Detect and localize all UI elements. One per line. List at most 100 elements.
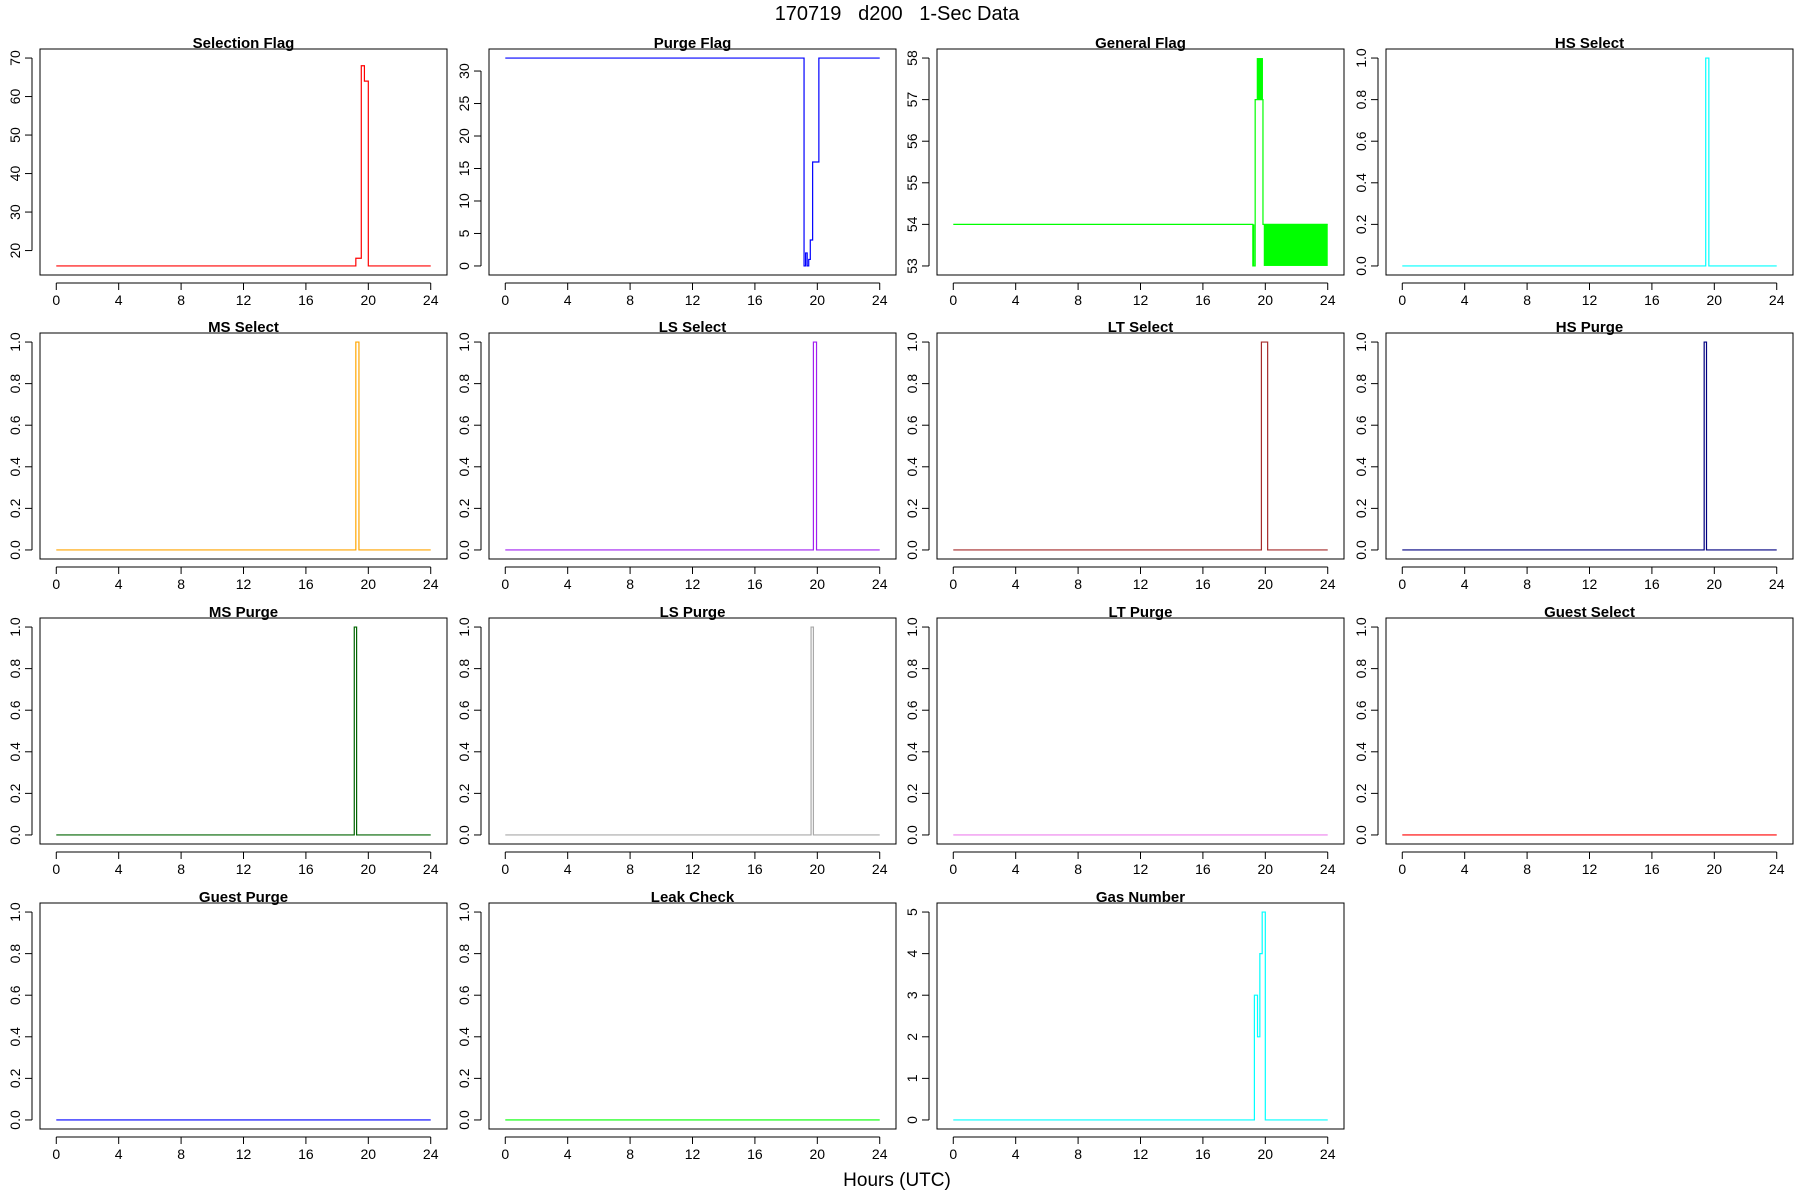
x-tick-label: 12 [1582, 292, 1598, 308]
y-tick-label: 0.8 [1353, 374, 1369, 394]
x-tick-label: 16 [298, 1146, 314, 1162]
x-tick-label: 24 [423, 576, 439, 592]
x-tick-label: 16 [747, 1146, 763, 1162]
y-tick-label: 53 [904, 258, 920, 274]
x-tick-label: 12 [1133, 576, 1149, 592]
panel-9: LS Purge 0 4 8 12 16 20 24 0.0 0.2 0.4 0.6 0.8 1.0 [456, 604, 897, 877]
x-tick-label: 24 [1320, 292, 1336, 308]
y-tick-label: 57 [904, 92, 920, 108]
y-tick-label: 0.2 [904, 498, 920, 518]
y-tick-label: 1.0 [456, 617, 472, 637]
plot-frame [1385, 48, 1794, 276]
y-tick-label: 5 [904, 908, 920, 916]
x-tick-label: 20 [1258, 292, 1274, 308]
y-tick-label: 1.0 [7, 332, 23, 352]
x-tick-label: 8 [626, 576, 634, 592]
panel-4: MS Select 0 4 8 12 16 20 24 0.0 0.2 0.4 0.6 0.8 1.0 [7, 319, 448, 592]
filled-band [1263, 224, 1328, 266]
x-tick-label: 20 [810, 292, 826, 308]
panel-10: LT Purge 0 4 8 12 16 20 24 0.0 0.2 0.4 0.6 0.8 1.0 [904, 604, 1345, 877]
x-tick-label: 4 [1461, 292, 1469, 308]
y-tick-label: 0 [904, 1116, 920, 1124]
y-tick-label: 0.8 [456, 374, 472, 394]
series-line [1402, 341, 1777, 551]
y-tick-label: 0.4 [1353, 173, 1369, 193]
x-tick-label: 12 [236, 1146, 252, 1162]
x-tick-label: 16 [1644, 576, 1660, 592]
x-tick-label: 20 [1258, 1146, 1274, 1162]
series-line [953, 99, 1328, 267]
panel-8: MS Purge 0 4 8 12 16 20 24 0.0 0.2 0.4 0.6 0.8 1.0 [7, 604, 448, 877]
y-tick-label: 0.6 [1353, 700, 1369, 720]
y-tick-label: 0.8 [1353, 659, 1369, 679]
y-tick-label: 0.2 [7, 498, 23, 518]
y-tick-label: 0.4 [904, 742, 920, 762]
x-tick-label: 12 [236, 861, 252, 877]
x-tick-label: 24 [872, 576, 888, 592]
x-tick-label: 0 [949, 861, 957, 877]
y-tick-label: 30 [456, 63, 472, 79]
x-tick-label: 8 [1523, 576, 1531, 592]
x-tick-label: 4 [1012, 292, 1020, 308]
y-tick-label: 0.8 [7, 659, 23, 679]
x-tick-label: 24 [872, 1146, 888, 1162]
y-tick-label: 4 [904, 950, 920, 958]
y-tick-label: 0.0 [1353, 540, 1369, 560]
plot-frame [39, 617, 448, 845]
x-tick-label: 0 [501, 576, 509, 592]
y-tick-label: 0.4 [7, 742, 23, 762]
x-tick-label: 0 [501, 292, 509, 308]
x-tick-label: 4 [1012, 576, 1020, 592]
y-tick-label: 0.2 [1353, 498, 1369, 518]
series-line [505, 341, 880, 551]
plot-frame [39, 902, 448, 1130]
y-tick-label: 0.4 [7, 1027, 23, 1047]
y-tick-label: 1.0 [7, 902, 23, 922]
series-line [953, 341, 1328, 551]
panel-title: MS Select [208, 319, 279, 336]
y-tick-label: 0.4 [456, 1027, 472, 1047]
x-tick-label: 24 [1320, 1146, 1336, 1162]
y-tick-label: 0.6 [1353, 131, 1369, 151]
x-tick-label: 16 [1644, 861, 1660, 877]
panel-3: HS Select 0 4 8 12 16 20 24 0.0 0.2 0.4 0.6 0.8 1.0 [1353, 35, 1794, 308]
y-tick-label: 0.0 [456, 540, 472, 560]
x-tick-label: 0 [501, 861, 509, 877]
x-tick-label: 12 [1582, 576, 1598, 592]
panel-13: Leak Check 0 4 8 12 16 20 24 0.0 0.2 0.4 0.6 0.8 1.0 [456, 889, 897, 1162]
x-tick-label: 8 [1074, 1146, 1082, 1162]
x-tick-label: 4 [1012, 861, 1020, 877]
x-tick-label: 20 [810, 1146, 826, 1162]
x-tick-label: 4 [564, 861, 572, 877]
panel-2: General Flag 0 4 8 12 16 20 24 53 54 55 56 57 58 [904, 35, 1345, 308]
y-tick-label: 1.0 [456, 332, 472, 352]
x-tick-label: 8 [177, 1146, 185, 1162]
y-tick-label: 2 [904, 1033, 920, 1041]
x-tick-label: 8 [1074, 576, 1082, 592]
series-line [953, 911, 1328, 1121]
y-tick-label: 0.4 [456, 457, 472, 477]
panel-title: LT Select [1108, 319, 1174, 336]
y-tick-label: 0.0 [1353, 256, 1369, 276]
y-tick-label: 60 [7, 89, 23, 105]
x-tick-label: 4 [115, 292, 123, 308]
x-tick-label: 4 [1012, 1146, 1020, 1162]
y-tick-label: 0.8 [7, 374, 23, 394]
x-tick-label: 0 [949, 292, 957, 308]
x-tick-label: 16 [298, 861, 314, 877]
panel-title: LS Select [659, 319, 727, 336]
x-tick-label: 4 [115, 861, 123, 877]
y-tick-label: 0.0 [456, 825, 472, 845]
y-tick-label: 5 [456, 229, 472, 237]
y-tick-label: 1.0 [1353, 332, 1369, 352]
y-tick-label: 0.8 [904, 374, 920, 394]
x-tick-label: 8 [1074, 292, 1082, 308]
y-tick-label: 0.8 [904, 659, 920, 679]
y-tick-label: 0.0 [1353, 825, 1369, 845]
y-tick-label: 0.0 [456, 1110, 472, 1130]
panel-5: LS Select 0 4 8 12 16 20 24 0.0 0.2 0.4 0.6 0.8 1.0 [456, 319, 897, 592]
y-tick-label: 0.8 [456, 944, 472, 964]
panel-title: HS Purge [1556, 319, 1624, 336]
x-tick-label: 24 [872, 861, 888, 877]
